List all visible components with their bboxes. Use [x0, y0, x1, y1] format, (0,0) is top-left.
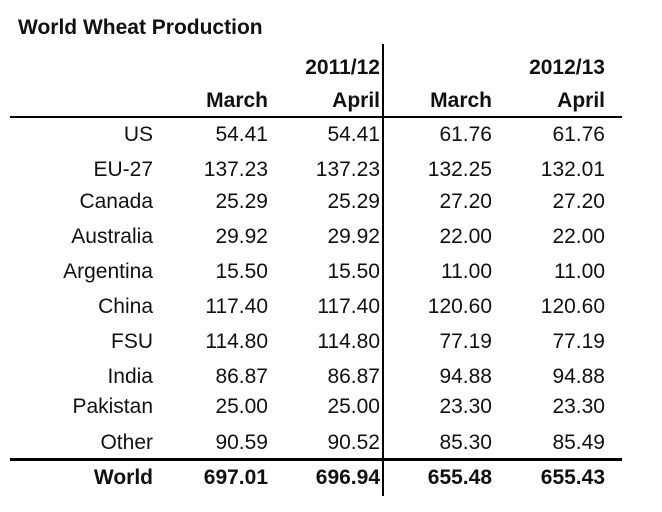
row-label: Canada — [79, 190, 153, 213]
header-year-2011-12: 2011/12 — [305, 56, 380, 79]
table-cell: 27.20 — [439, 190, 492, 213]
table-cell: 25.00 — [215, 395, 268, 418]
total-cell: 697.01 — [203, 466, 268, 489]
table-cell: 77.19 — [552, 330, 605, 353]
table-cell: 94.88 — [552, 365, 605, 388]
table-cell: 11.00 — [554, 260, 605, 283]
table-cell: 23.30 — [439, 395, 492, 418]
table-cell: 11.00 — [441, 260, 492, 283]
total-cell: 696.94 — [315, 466, 380, 489]
table-cell: 15.50 — [327, 260, 380, 283]
table-cell: 29.92 — [327, 225, 380, 248]
table-cell: 22.00 — [439, 225, 492, 248]
row-label: Australia — [71, 225, 153, 248]
row-label: US — [123, 123, 153, 146]
header-col-april-2012: April — [557, 89, 605, 112]
table-cell: 61.76 — [552, 123, 605, 146]
header-col-april-2011: April — [332, 89, 380, 112]
table-cell: 114.80 — [317, 330, 380, 353]
row-label: Pakistan — [72, 395, 153, 418]
table-cell: 117.40 — [317, 295, 380, 318]
row-label: China — [98, 295, 153, 318]
table-cell: 137.23 — [203, 158, 268, 181]
table-cell: 23.30 — [552, 395, 605, 418]
table-cell: 90.52 — [327, 431, 380, 454]
header-year-2012-13: 2012/13 — [529, 56, 605, 79]
table-cell: 25.29 — [327, 190, 380, 213]
total-cell: 655.48 — [427, 466, 492, 489]
row-label: EU-27 — [93, 158, 153, 181]
table-cell: 29.92 — [215, 225, 268, 248]
header-col-march-2011: March — [206, 89, 268, 112]
table-cell: 114.80 — [205, 330, 268, 353]
header-divider — [10, 116, 622, 118]
table-cell: 94.88 — [439, 365, 492, 388]
row-label: Other — [100, 431, 153, 454]
table-cell: 22.00 — [552, 225, 605, 248]
table-cell: 132.25 — [427, 158, 492, 181]
total-label: World — [93, 466, 153, 489]
table-cell: 137.23 — [315, 158, 380, 181]
table-cell: 27.20 — [552, 190, 605, 213]
table-cell: 15.50 — [215, 260, 268, 283]
table-cell: 85.30 — [439, 431, 492, 454]
table-cell: 61.76 — [439, 123, 492, 146]
table-cell: 54.41 — [327, 123, 380, 146]
row-label: India — [107, 365, 153, 388]
table-cell: 132.01 — [540, 158, 605, 181]
table-cell: 120.60 — [540, 295, 605, 318]
table-cell: 25.29 — [215, 190, 268, 213]
row-label: Argentina — [63, 260, 153, 283]
total-divider — [10, 458, 622, 461]
table-cell: 77.19 — [439, 330, 492, 353]
table-cell: 90.59 — [215, 431, 268, 454]
total-cell: 655.43 — [540, 466, 605, 489]
table-cell: 85.49 — [552, 431, 605, 454]
row-label: FSU — [111, 330, 153, 353]
table-cell: 25.00 — [327, 395, 380, 418]
table-cell: 86.87 — [215, 365, 268, 388]
table-cell: 54.41 — [215, 123, 268, 146]
year-divider — [382, 44, 384, 496]
header-col-march-2012: March — [430, 89, 492, 112]
table-cell: 117.40 — [205, 295, 268, 318]
table-cell: 86.87 — [327, 365, 380, 388]
table-cell: 120.60 — [427, 295, 492, 318]
page-title: World Wheat Production — [18, 16, 263, 39]
